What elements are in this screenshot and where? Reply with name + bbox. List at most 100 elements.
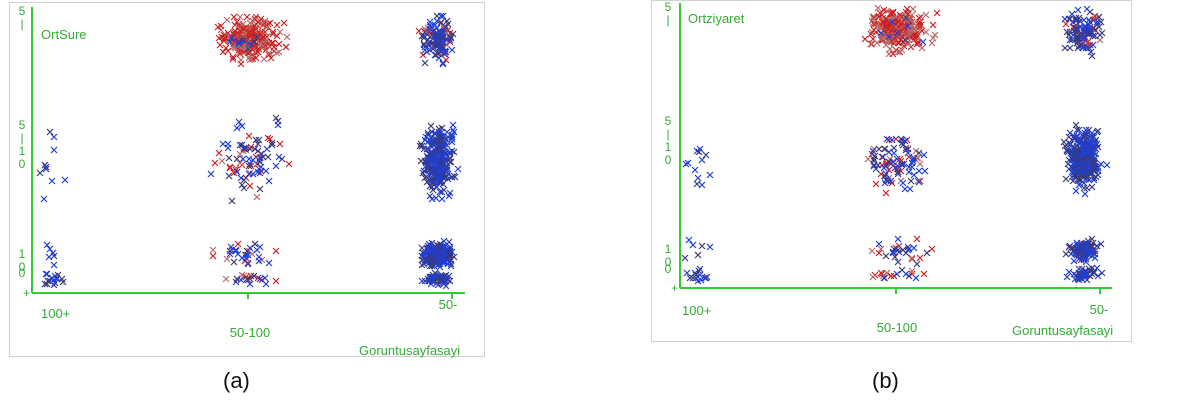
scatter-point	[435, 140, 443, 148]
scatter-point	[42, 270, 50, 278]
x-axis-title: Goruntusayfasayi	[359, 343, 460, 358]
y-axis-title: Ortziyaret	[688, 11, 745, 26]
scatter-point	[450, 172, 458, 180]
y-origin-mark: +	[671, 281, 678, 295]
scatter-point	[1085, 247, 1093, 255]
scatter-point	[902, 14, 910, 22]
scatter-point	[276, 28, 284, 36]
scatter-point	[418, 142, 426, 150]
scatter-point	[900, 42, 908, 50]
scatter-point	[1083, 184, 1091, 192]
scatter-point	[904, 22, 912, 30]
scatter-point	[1084, 168, 1092, 176]
figure-caption-b: (b)	[872, 368, 899, 393]
scatter-point	[870, 20, 878, 28]
scatter-point	[431, 254, 439, 262]
scatter-point	[438, 276, 446, 284]
scatter-point	[436, 188, 444, 196]
scatter-point	[236, 159, 244, 167]
scatter-point	[275, 48, 283, 56]
scatter-marks	[36, 12, 462, 290]
scatter-point	[696, 265, 704, 273]
scatter-point	[878, 31, 886, 39]
scatter-point	[431, 257, 439, 265]
scatter-point	[420, 32, 428, 40]
scatter-point	[434, 151, 442, 159]
scatter-point	[1076, 270, 1084, 278]
scatter-point	[894, 48, 902, 56]
scatter-point	[247, 55, 255, 63]
scatter-point	[254, 147, 262, 155]
scatter-point	[238, 44, 246, 52]
scatter-point	[923, 249, 931, 257]
scatter-point	[903, 136, 911, 144]
scatter-point	[703, 273, 711, 281]
scatter-point	[53, 275, 61, 283]
scatter-point	[1073, 126, 1081, 134]
scatter-point	[1091, 254, 1099, 262]
scatter-point	[435, 54, 443, 62]
scatter-point	[1080, 28, 1088, 36]
scatter-point	[686, 274, 694, 282]
x-tick-label: 100+	[41, 306, 70, 321]
scatter-point	[1073, 32, 1081, 40]
scatter-point	[911, 33, 919, 41]
scatter-point	[245, 54, 253, 62]
scatter-point	[420, 34, 428, 42]
scatter-point	[427, 23, 435, 31]
scatter-point	[427, 26, 435, 34]
scatter-point	[433, 183, 441, 191]
scatter-point	[246, 40, 254, 48]
scatter-point	[693, 180, 701, 188]
scatter-point	[682, 160, 690, 168]
scatter-point	[1090, 250, 1098, 258]
scatter-point	[882, 252, 890, 260]
scatter-point	[226, 250, 234, 258]
scatter-point	[1097, 160, 1105, 168]
scatter-point	[706, 171, 714, 179]
scatter-point	[247, 272, 255, 280]
scatter-point	[899, 246, 907, 254]
scatter-point	[1090, 149, 1098, 157]
scatter-point	[875, 240, 883, 248]
scatter-point	[233, 124, 241, 132]
scatter-point	[448, 133, 456, 141]
scatter-point	[253, 33, 261, 41]
scatter-point	[224, 140, 232, 148]
scatter-point	[898, 46, 906, 54]
scatter-point	[870, 145, 878, 153]
scatter-point	[421, 249, 429, 257]
scatter-point	[1085, 44, 1093, 52]
scatter-point	[424, 257, 432, 265]
scatter-point	[896, 155, 904, 163]
scatter-point	[900, 160, 908, 168]
scatter-point	[421, 59, 429, 67]
scatter-point	[909, 157, 917, 165]
scatter-point	[246, 280, 254, 288]
scatter-point	[232, 278, 240, 286]
scatter-point	[885, 33, 893, 41]
scatter-point	[209, 246, 217, 254]
scatter-point	[240, 144, 248, 152]
scatter-point	[263, 23, 271, 31]
scatter-point	[1097, 240, 1105, 248]
y-origin-mark: +	[23, 286, 30, 300]
x-axis-title: Goruntusayfasayi	[1012, 323, 1113, 338]
scatter-point	[880, 274, 888, 282]
scatter-point	[243, 247, 251, 255]
scatter-point	[880, 164, 888, 172]
scatter-point	[915, 167, 923, 175]
scatter-point	[264, 134, 272, 142]
scatter-point	[233, 168, 241, 176]
scatter-point	[899, 141, 907, 149]
scatter-point	[1069, 169, 1077, 177]
scatter-point	[245, 132, 253, 140]
scatter-point	[248, 250, 256, 258]
scatter-point	[51, 279, 59, 287]
scatter-point	[913, 260, 921, 268]
scatter-point	[420, 167, 428, 175]
scatter-point	[1098, 269, 1106, 277]
scatter-point	[1082, 147, 1090, 155]
scatter-point	[895, 39, 903, 47]
